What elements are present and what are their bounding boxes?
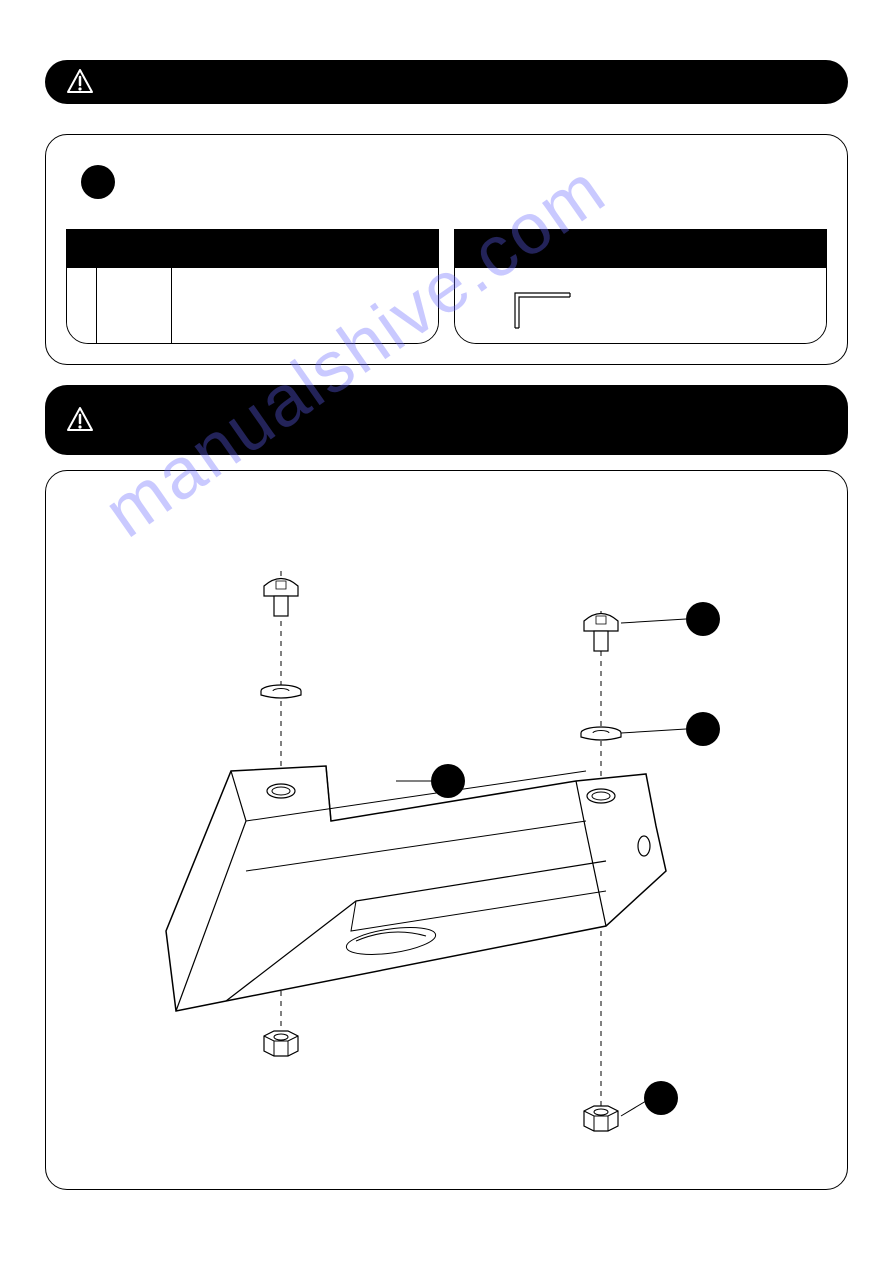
- hardware-col-2: [97, 268, 172, 343]
- tools-table: [454, 229, 827, 344]
- warning-bar-top: [45, 60, 848, 104]
- warning-triangle-icon: [65, 67, 95, 97]
- bolt-right: [584, 614, 618, 652]
- step-panel: [45, 134, 848, 365]
- allen-key-icon: [505, 278, 595, 338]
- nut-right: [584, 1106, 618, 1131]
- washer-left: [261, 685, 301, 698]
- hardware-table: [66, 229, 439, 344]
- tables-row: [66, 229, 827, 344]
- nut-left: [264, 1031, 298, 1056]
- hardware-table-header: [67, 230, 438, 268]
- tools-table-body: [455, 268, 826, 343]
- bolt-left: [264, 579, 298, 617]
- tools-table-header: [455, 230, 826, 268]
- washer-right: [581, 727, 621, 740]
- hardware-col-1: [67, 268, 97, 343]
- exploded-view-svg: [46, 471, 846, 1190]
- hardware-table-body: [67, 268, 438, 343]
- warning-triangle-icon: [65, 405, 95, 435]
- stabilizer-bracket: [166, 766, 666, 1011]
- callout-washer: [686, 712, 720, 746]
- assembly-diagram: [45, 470, 848, 1190]
- callout-nut: [644, 1081, 678, 1115]
- callout-bracket: [431, 764, 465, 798]
- callout-bolt: [686, 602, 720, 636]
- step-number-marker: [81, 165, 115, 199]
- warning-bar-mid: [45, 385, 848, 455]
- hardware-col-3: [172, 268, 438, 343]
